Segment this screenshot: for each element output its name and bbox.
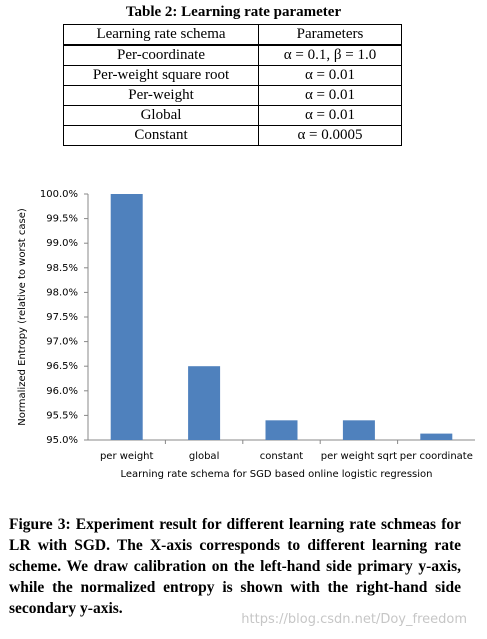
y-tick-label: 98.0% [46,287,78,298]
table-cell: Constant [63,125,259,146]
table-cell: Global [63,105,259,126]
y-tick-label: 99.0% [46,238,78,249]
x-tick-label: per weight sqrt [321,451,397,462]
table-cell: α = 0.1, β = 1.0 [258,44,402,66]
bar [420,433,453,440]
y-tick-label: 97.0% [46,337,78,348]
table-cell: Per-weight square root [63,65,259,86]
y-tick-label: 96.0% [46,386,78,397]
table-cell: Per-coordinate [63,44,259,66]
table-row: Global α = 0.01 [63,105,402,126]
table-cell: α = 0.01 [258,65,402,86]
table-cell: Parameters [258,24,402,46]
watermark: https://blog.csdn.net/Doy_freedom [241,612,467,627]
x-tick-label: per coordinate [400,451,473,462]
x-tick-label: constant [260,451,304,462]
y-tick-label: 98.5% [46,263,78,274]
table-cell: Per-weight [63,85,259,106]
y-tick-label: 97.5% [46,312,78,323]
table-row: Per-weight α = 0.01 [63,85,402,106]
y-tick-label: 96.5% [46,361,78,372]
caption: Figure 3: Experiment result for differen… [9,516,461,617]
y-tick-label: 100.0% [40,189,78,200]
table-cell: α = 0.01 [258,85,402,106]
bar [110,194,143,440]
table-title: Table 2: Learning rate parameter [125,4,342,20]
table-row: Per-weight square root α = 0.01 [63,65,402,86]
bar [342,420,375,440]
table-cell: α = 0.01 [258,105,402,126]
y-axis-title: Normalized Entropy (relative to worst ca… [17,208,28,426]
bar [265,420,298,440]
y-tick-label: 95.5% [46,410,78,421]
x-tick-label: global [189,451,220,462]
x-tick-label: per weight [100,451,154,462]
table-header: Learning rate schema Parameters [63,24,402,46]
table-cell: α = 0.0005 [258,125,402,146]
x-axis-title: Learning rate schema for SGD based onlin… [121,469,433,480]
y-tick-label: 99.5% [46,214,78,225]
table-cell: Learning rate schema [63,24,259,46]
table: Learning rate schema Parameters Per-coordi… [63,24,402,146]
chart: 95.0% 95.5% 96.0% 96.5% 97.0% 97.5% 98.0% 98.5%… [17,189,475,480]
y-tick-label: 95.0% [46,435,78,446]
bar [188,366,221,440]
table-row: Constant α = 0.0005 [63,125,402,146]
table-row: Per-coordinate α = 0.1, β = 1.0 [63,44,402,66]
